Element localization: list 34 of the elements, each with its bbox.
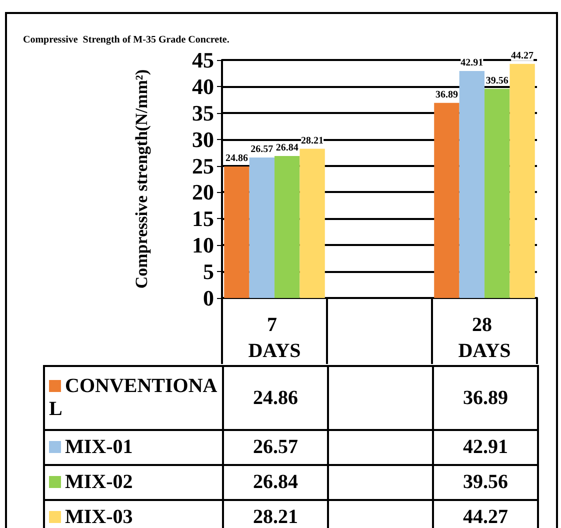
data-label: 28.21 <box>223 500 328 528</box>
text: 36.89 <box>435 89 458 100</box>
text: Compressive Strength of M-35 Grade Concrete. <box>23 34 230 46</box>
y-tick-label: 5 <box>203 259 214 284</box>
data-label: 24.86 <box>223 366 328 430</box>
data-label: 26.57 <box>223 430 328 465</box>
legend-label: MIX-03 <box>44 500 223 528</box>
x-tick-label: 28 DAYS <box>458 314 511 362</box>
legend-label: MIX-01 <box>44 430 223 465</box>
y-tick-label: 35 <box>192 100 214 126</box>
x-tick-label: 7 DAYS <box>248 314 301 362</box>
y-tick-label: 10 <box>192 232 214 258</box>
data-label: 36.89 <box>433 366 538 430</box>
data-label: 26.84 <box>223 465 328 500</box>
data-label: 39.56 <box>433 465 538 500</box>
y-tick-label: 45 <box>192 48 214 72</box>
y-tick-label: 0 <box>203 286 214 310</box>
text: 26.57 <box>250 144 274 155</box>
y-tick-label: 25 <box>192 153 214 178</box>
y-tick-label: 15 <box>192 206 214 232</box>
legend-label: CONVENTIONAL <box>44 366 223 430</box>
y-axis-title: Compressive strength(N/mm²) <box>132 69 151 289</box>
text: 28.21 <box>301 135 324 146</box>
text: 44.27 <box>511 50 534 62</box>
text: 26.84 <box>276 142 298 154</box>
y-tick-label: 30 <box>192 126 214 152</box>
legend-label: MIX-02 <box>44 465 223 500</box>
y-tick-label: 20 <box>192 180 214 205</box>
data-label: 42.91 <box>433 430 538 465</box>
text: 39.56 <box>486 75 508 86</box>
data-label: 44.27 <box>433 500 538 528</box>
text: 42.91 <box>460 58 484 69</box>
y-tick-label: 40 <box>192 74 214 99</box>
text: 24.86 <box>225 153 248 164</box>
